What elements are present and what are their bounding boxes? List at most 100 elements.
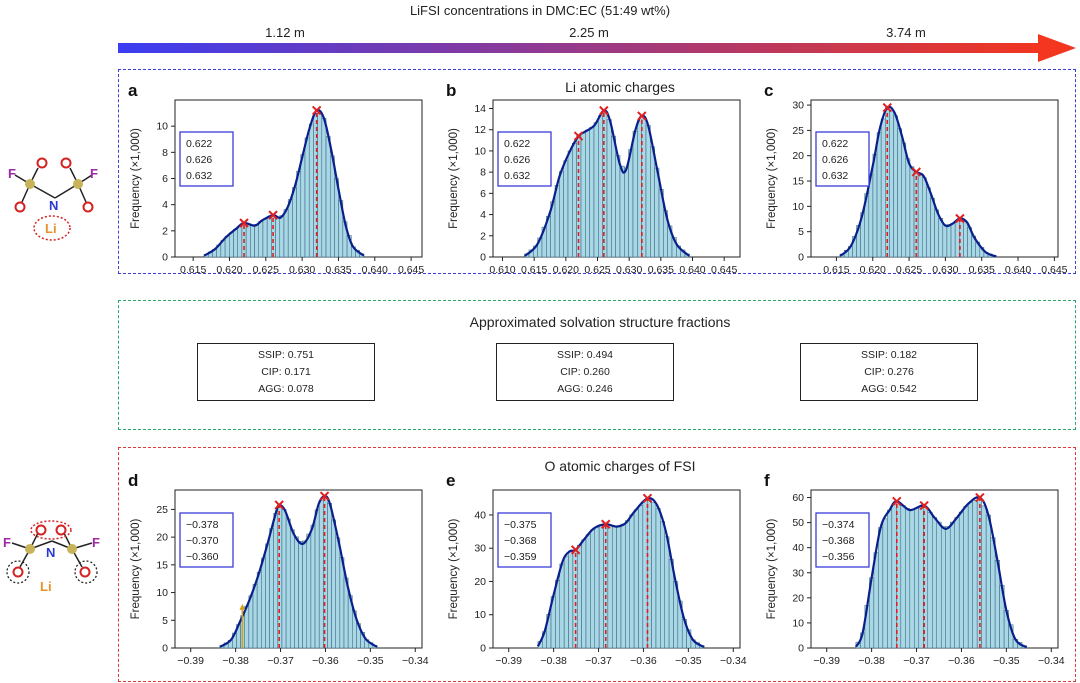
- x-tick-label: 0.615: [180, 264, 206, 276]
- histogram-bar: [233, 228, 238, 258]
- peak-marker: [274, 500, 284, 510]
- histogram-bar: [287, 199, 293, 258]
- x-tick-label: 0.640: [679, 264, 705, 276]
- y-tick-label: 20: [156, 532, 168, 544]
- x-tick-label: −0.38: [540, 655, 567, 667]
- y-tick-label: 14: [474, 103, 486, 115]
- x-tick-label: −0.35: [675, 655, 702, 667]
- histogram-bar: [616, 525, 622, 649]
- histogram-bar: [611, 525, 617, 649]
- marker-stroke: [892, 496, 902, 506]
- histogram-bar: [281, 509, 287, 649]
- y-tick-label: 8: [480, 167, 486, 179]
- fsi-li-structure-top: F F N Li: [8, 157, 98, 241]
- peak-marker: [601, 519, 611, 529]
- solvation-fractions-1: SSIP: 0.751 CIP: 0.171 AGG: 0.078: [197, 343, 375, 401]
- ssip-value: SSIP: 0.494: [556, 349, 614, 361]
- histogram-bar: [887, 509, 893, 649]
- histogram-bar: [580, 132, 586, 258]
- histogram-bar: [876, 132, 882, 258]
- solvation-fractions-2: SSIP: 0.494 CIP: 0.260 AGG: 0.246: [496, 343, 674, 401]
- peak-legend-box: [179, 131, 234, 187]
- histogram-bar: [922, 177, 927, 258]
- histogram-bar: [554, 184, 560, 258]
- panel-letter: c: [764, 81, 773, 100]
- histogram-bar: [628, 149, 634, 258]
- nitrogen-label: N: [46, 545, 55, 560]
- histogram-bar: [576, 135, 582, 258]
- histogram-bar: [261, 557, 266, 649]
- histogram-bar: [990, 537, 996, 649]
- marker-stroke: [601, 519, 611, 529]
- cip-value: CIP: 0.260: [560, 366, 610, 378]
- histogram-bar: [598, 115, 603, 258]
- y-axis-label: Frequency (×1,000): [766, 518, 778, 619]
- peak-legend-entry: 0.626: [822, 154, 848, 166]
- panel-letter: b: [446, 81, 456, 100]
- y-tick-label: 15: [156, 559, 168, 571]
- panel-letter: a: [128, 81, 138, 100]
- histogram-bar: [900, 505, 906, 649]
- histogram-bar: [638, 505, 644, 649]
- x-tick-label: −0.39: [495, 655, 522, 667]
- histogram-bar: [905, 158, 911, 258]
- histogram-bar: [248, 595, 254, 649]
- histogram-bar: [269, 528, 274, 649]
- histogram-bar: [607, 524, 613, 649]
- histogram-bar: [624, 167, 629, 258]
- chart-panel-b: b 0 2 4 6 8 10 12 14 0.610 0.615 0.620 0.625 0.630 0.6…: [446, 81, 741, 276]
- y-tick-label: 0: [162, 252, 168, 264]
- histogram-bar: [300, 154, 306, 258]
- density-curve: [203, 108, 365, 257]
- histogram-bar: [905, 508, 911, 649]
- histogram-bar: [959, 219, 964, 258]
- histogram-bar: [589, 126, 595, 258]
- histogram-bar: [572, 142, 577, 258]
- peak-marker: [882, 102, 892, 113]
- peak-legend-box: [497, 131, 552, 187]
- y-tick-label: 30: [792, 100, 804, 112]
- histogram-bar: [317, 113, 323, 258]
- histogram-bar: [559, 171, 564, 258]
- histogram-bar: [641, 118, 647, 258]
- histogram-bar: [940, 526, 946, 649]
- histogram-bar: [289, 529, 295, 649]
- histogram-bar: [327, 503, 332, 649]
- density-curve: [536, 496, 705, 648]
- marker-stroke: [919, 500, 929, 511]
- marker-stroke: [955, 213, 965, 224]
- x-tick-label: 0.610: [489, 264, 515, 276]
- histogram-bar: [559, 563, 565, 649]
- marker-stroke: [268, 210, 278, 220]
- peak-legend-entry: −0.356: [822, 551, 855, 563]
- y-tick-label: 40: [792, 542, 804, 554]
- histogram-bar: [265, 543, 270, 649]
- peak-marker: [599, 105, 609, 116]
- histogram-bar: [237, 225, 243, 258]
- histogram-bar: [650, 146, 655, 258]
- lithium-label: Li: [40, 579, 52, 594]
- marker-stroke: [599, 105, 609, 116]
- peak-legend-entry: 0.626: [186, 154, 212, 166]
- x-tick-label: −0.37: [903, 655, 930, 667]
- x-tick-label: 0.625: [896, 264, 922, 276]
- y-tick-label: 15: [792, 176, 804, 188]
- histogram-bar: [314, 509, 320, 649]
- fluorine-label: F: [3, 535, 11, 550]
- y-tick-label: 0: [162, 643, 168, 655]
- histogram-bar: [926, 187, 931, 258]
- ssip-value: SSIP: 0.182: [860, 349, 918, 361]
- histogram-bar: [918, 506, 924, 649]
- y-tick-label: 12: [474, 124, 486, 136]
- y-tick-label: 2: [162, 225, 168, 237]
- peak-legend-entry: −0.375: [504, 519, 537, 531]
- peak-legend-entry: 0.622: [504, 138, 530, 150]
- histogram-bar: [581, 539, 587, 649]
- histogram-bar: [563, 555, 569, 649]
- histogram-bar: [927, 512, 933, 649]
- histogram-bar: [981, 505, 987, 649]
- peak-legend-entry: −0.360: [186, 551, 219, 563]
- y-tick-label: 25: [156, 504, 168, 516]
- histogram-bar: [660, 521, 665, 649]
- histogram-bar: [909, 509, 915, 649]
